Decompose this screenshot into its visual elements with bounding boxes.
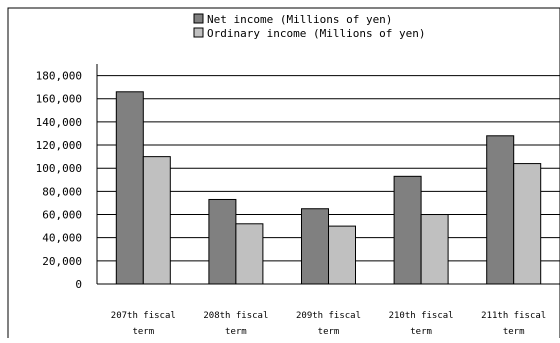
y-tick-label: 80,000 bbox=[42, 185, 82, 198]
legend: Net income (Millions of yen) Ordinary in… bbox=[193, 13, 426, 40]
x-category-label: 211th fiscal bbox=[481, 311, 546, 321]
legend-swatch-net-income bbox=[193, 13, 204, 24]
x-category-label: 209th fiscal bbox=[296, 311, 361, 321]
x-category-label: 207th fiscal bbox=[111, 311, 176, 321]
plot-area: 0 20,000 40,000 60,000 80,000 100,000 120,000 1… bbox=[36, 64, 560, 337]
y-tick-label: 20,000 bbox=[42, 255, 82, 268]
bar-ordinary-income bbox=[328, 225, 356, 285]
bar-net-income bbox=[301, 208, 329, 285]
y-tick-label: 60,000 bbox=[42, 209, 82, 222]
x-category-label: term bbox=[132, 327, 154, 337]
x-category-label: term bbox=[318, 327, 340, 337]
y-tick-label: 0 bbox=[75, 278, 82, 291]
y-tick-label: 100,000 bbox=[36, 162, 82, 175]
bar-ordinary-income bbox=[235, 223, 264, 285]
y-tick-label: 140,000 bbox=[36, 116, 82, 129]
x-category-label: 208th fiscal bbox=[203, 311, 268, 321]
bar-net-income bbox=[486, 135, 515, 285]
x-category-label: 210th fiscal bbox=[389, 311, 454, 321]
y-tick-label: 40,000 bbox=[42, 232, 82, 245]
y-tick-label: 120,000 bbox=[36, 139, 82, 152]
x-category-label: term bbox=[503, 327, 525, 337]
bar-ordinary-income bbox=[513, 163, 542, 285]
bar-ordinary-income bbox=[142, 156, 171, 285]
bar-net-income bbox=[208, 198, 237, 285]
x-category-label: term bbox=[410, 327, 432, 337]
legend-label-ordinary-income: Ordinary income (Millions of yen) bbox=[207, 27, 426, 40]
x-category-label: term bbox=[225, 327, 247, 337]
chart-frame bbox=[7, 7, 560, 343]
bar-ordinary-income bbox=[420, 214, 449, 285]
y-tick-label: 160,000 bbox=[36, 93, 82, 106]
bar-net-income bbox=[115, 91, 144, 285]
bar-net-income bbox=[393, 175, 422, 285]
legend-swatch-ordinary-income bbox=[193, 27, 204, 38]
y-tick-label: 180,000 bbox=[36, 70, 82, 83]
legend-label-net-income: Net income (Millions of yen) bbox=[207, 13, 392, 26]
